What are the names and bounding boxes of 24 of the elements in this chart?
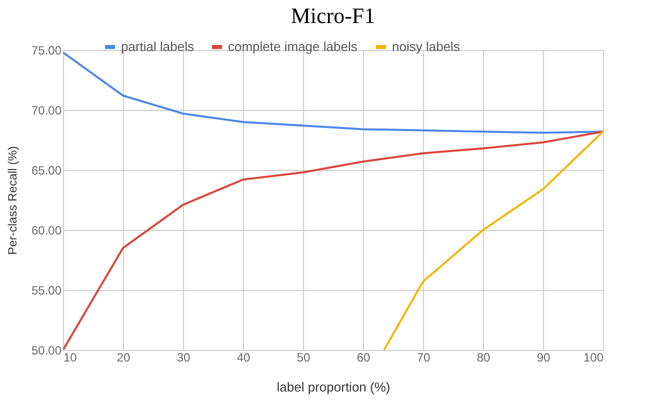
- y-tick-label: 70.00: [31, 104, 62, 118]
- x-tick-label: 70: [416, 350, 430, 364]
- y-tick-label: 65.00: [31, 164, 62, 178]
- y-axis-title: Per-class Recall (%): [5, 146, 20, 255]
- y-tick-label: 60.00: [31, 224, 62, 238]
- x-tick-label: 90: [536, 350, 550, 364]
- x-tick-label: 10: [64, 350, 78, 364]
- x-tick-label: 20: [116, 350, 130, 364]
- x-tick-label: 100: [583, 350, 604, 364]
- legend-label: partial labels: [121, 39, 194, 54]
- x-tick-label: 40: [236, 350, 250, 364]
- line-series: [63, 130, 603, 350]
- x-tick-label: 60: [356, 350, 370, 364]
- x-tick-label: 30: [176, 350, 190, 364]
- x-tick-label: 50: [296, 350, 310, 364]
- line-series: [383, 130, 603, 350]
- legend-label: noisy labels: [392, 39, 460, 54]
- y-tick-label: 75.00: [31, 44, 62, 58]
- legend-label: complete image labels: [228, 39, 358, 54]
- x-tick-label: 80: [476, 350, 490, 364]
- y-tick-label: 50.00: [31, 344, 62, 358]
- x-axis-title: label proportion (%): [276, 380, 390, 394]
- y-tick-label: 55.00: [31, 284, 62, 298]
- chart-title: Micro-F1: [290, 3, 376, 28]
